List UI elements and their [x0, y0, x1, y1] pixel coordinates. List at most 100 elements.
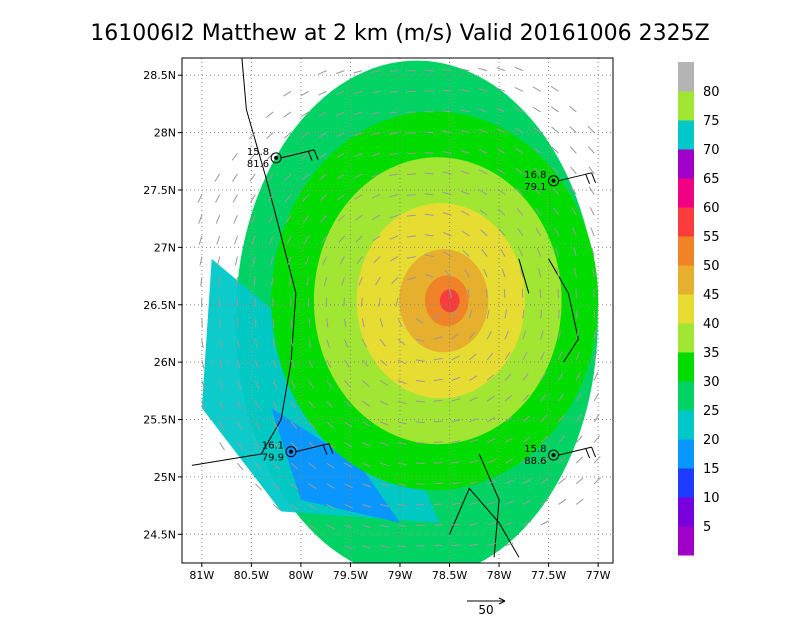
wind-vector — [270, 256, 274, 266]
wind-vector — [389, 173, 399, 177]
wind-vector — [551, 126, 559, 133]
colorbar-segment — [678, 323, 694, 353]
wind-vector — [320, 214, 328, 223]
wind-vector — [433, 357, 443, 361]
wind-vector — [415, 400, 425, 403]
colorbar-segment — [678, 497, 694, 527]
wind-vector — [283, 111, 292, 118]
wind-vector — [301, 173, 310, 181]
wind-vector — [265, 111, 274, 119]
wind-vector — [307, 297, 310, 307]
wind-vector — [397, 318, 403, 327]
wind-vector — [218, 277, 221, 287]
wind-vector — [344, 483, 353, 489]
wind-vector — [533, 147, 541, 154]
wind-vector — [461, 210, 470, 216]
wind-vector — [460, 109, 470, 113]
wind-vector — [372, 235, 381, 242]
wind-vector — [593, 309, 596, 319]
wind-vector — [486, 309, 490, 319]
wind-vector — [301, 132, 310, 139]
colorbar-label: 40 — [703, 317, 720, 332]
wind-vector — [198, 215, 203, 224]
wind-vector — [285, 214, 292, 224]
wind-vector — [540, 351, 545, 361]
x-tick-label: 79.5W — [333, 569, 368, 582]
wind-vector — [478, 149, 488, 154]
coastline — [449, 487, 520, 558]
wind-vector — [497, 168, 506, 175]
wind-vector — [397, 545, 407, 548]
colorbar-segment — [678, 265, 694, 295]
wind-vector — [308, 462, 317, 470]
colorbar-segment — [678, 526, 694, 556]
wind-vector — [569, 146, 577, 154]
colorbar-label: 80 — [703, 85, 720, 100]
wind-vector — [234, 256, 238, 266]
wind-vector — [219, 380, 224, 390]
wind-vector — [234, 235, 238, 245]
observation-value-1: 16.8 — [524, 170, 546, 181]
wind-vector — [478, 88, 488, 92]
wind-vector — [570, 186, 577, 195]
wind-vector — [237, 400, 242, 410]
wind-vector — [451, 544, 461, 547]
wind-vector — [395, 297, 399, 307]
wind-vector — [522, 520, 532, 526]
wind-vector — [451, 333, 459, 340]
wind-vector — [575, 414, 583, 423]
wind-vector — [558, 414, 565, 423]
wind-vector — [216, 235, 221, 245]
wind-vector — [464, 269, 470, 278]
chart-title: 161006I2 Matthew at 2 km (m/s) Valid 201… — [90, 21, 709, 46]
wind-vector — [571, 207, 577, 216]
wind-vector — [575, 456, 584, 464]
wind-vector — [318, 132, 327, 138]
x-tick-label: 77W — [586, 569, 611, 582]
wind-vector — [269, 235, 274, 245]
wind-vector — [272, 504, 281, 511]
wind-vector — [504, 542, 514, 547]
wind-vector — [252, 256, 256, 266]
wind-vector — [305, 256, 310, 266]
colorbar-segment — [678, 410, 694, 440]
wind-vector — [337, 214, 345, 222]
observation-station: 16.179.9 — [262, 441, 334, 464]
wind-vector — [219, 339, 222, 349]
wind-vector — [371, 111, 381, 115]
coastline — [191, 58, 297, 466]
wind-vector — [415, 338, 425, 343]
wind-vector — [533, 167, 542, 175]
wind-vector — [576, 498, 584, 505]
wind-vector — [219, 359, 223, 369]
wind-vector — [486, 459, 496, 464]
wind-vector — [540, 436, 548, 443]
wind-vector — [522, 415, 530, 423]
wind-vector — [572, 227, 577, 237]
wind-vector — [573, 247, 577, 257]
wind-vector — [415, 380, 425, 383]
wind-vector — [380, 524, 390, 528]
coastline — [478, 453, 500, 558]
wind-vector — [336, 111, 345, 116]
wind-vector — [593, 456, 601, 464]
observation-station: 15.888.6 — [524, 444, 597, 467]
wind-vector — [469, 501, 479, 505]
wind-vector — [451, 502, 461, 505]
wind-vector — [534, 187, 542, 195]
wind-vector — [272, 359, 277, 369]
wind-vector — [361, 318, 365, 328]
wind-vector — [344, 339, 349, 348]
wind-vector — [593, 330, 597, 340]
wind-vector — [254, 462, 262, 471]
wind-vector — [344, 359, 350, 368]
wind-vector — [287, 256, 292, 266]
wind-vector — [522, 478, 531, 485]
wind-vector — [478, 108, 488, 113]
wind-vector — [249, 173, 256, 182]
wind-vector — [355, 235, 363, 243]
wind-vector — [593, 477, 601, 485]
wind-vector — [353, 132, 363, 137]
observations: 15.881.616.879.116.179.915.888.6 — [247, 147, 597, 467]
wind-band-6 — [439, 289, 460, 313]
